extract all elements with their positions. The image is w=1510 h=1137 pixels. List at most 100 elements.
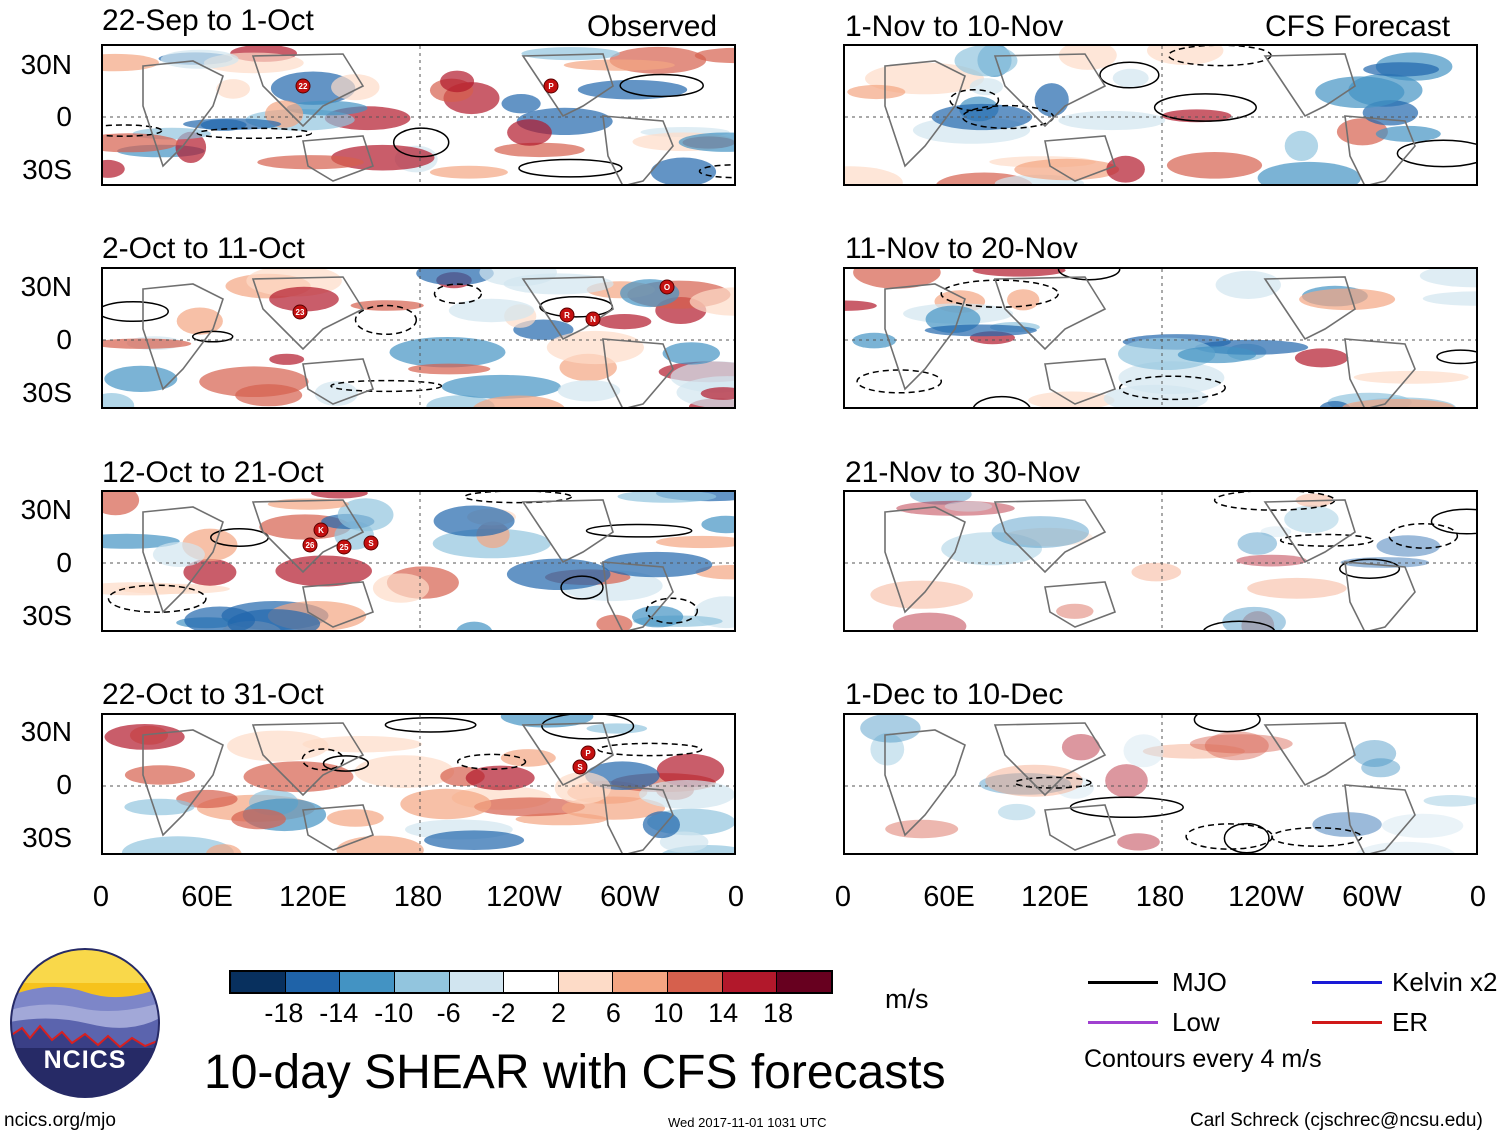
panel-title-obs-4: 22-Oct to 31-Oct [102, 678, 324, 711]
shear-anomaly-blob [1375, 125, 1441, 142]
mjo-contour [539, 295, 614, 318]
shear-anomaly-blob [701, 515, 734, 534]
footer-url[interactable]: ncics.org/mjo [4, 1110, 116, 1131]
svg-text:S: S [577, 763, 583, 772]
legend-low-label: Low [1172, 1007, 1220, 1037]
shear-anomaly-blob [104, 365, 178, 392]
shear-anomaly-blob [184, 606, 256, 630]
svg-text:O: O [664, 283, 670, 292]
coastline [251, 722, 365, 797]
legend-er-label: ER [1392, 1007, 1429, 1037]
shear-anomaly-blob [678, 132, 734, 152]
storm-marker: O [659, 279, 675, 295]
shear-anomaly-blob [1237, 532, 1278, 555]
coastline [1263, 276, 1356, 341]
coastline [993, 722, 1107, 797]
colorbar-tick-label: 2 [550, 998, 566, 1028]
shear-anomaly-blob [1376, 535, 1441, 557]
storm-marker: 26 [302, 537, 318, 553]
map-panel-fcst-4 [843, 713, 1478, 855]
storm-marker: P [580, 745, 596, 761]
mjo-contour [1193, 715, 1261, 733]
shear-anomaly-blob [586, 723, 648, 734]
shear-anomaly-blob [662, 342, 720, 365]
shear-anomaly-blob [433, 505, 515, 537]
shear-anomaly-blob [372, 573, 430, 603]
mjo-contour [972, 395, 1031, 407]
svg-text:N: N [590, 315, 596, 324]
map-panel-fcst-3 [843, 490, 1478, 632]
shear-anomaly-blob [656, 535, 734, 549]
coastline [251, 53, 365, 128]
shear-anomaly-blob [845, 166, 903, 184]
shear-anomaly-blob [892, 612, 967, 630]
coastline [521, 53, 614, 118]
shear-anomaly-blob [121, 836, 234, 853]
shear-anomaly-blob [847, 84, 906, 100]
colorbar-tick-label: -18 [264, 998, 304, 1028]
shear-anomaly-blob [1105, 764, 1148, 798]
mjo-contour [354, 304, 418, 336]
shear-anomaly-blob [1336, 118, 1388, 146]
shear-anomaly-blob [689, 287, 734, 316]
shear-anomaly-blob [1294, 348, 1349, 368]
shear-anomaly-blob [885, 819, 959, 839]
coastline [602, 115, 674, 184]
lon-label-60e: 60E [923, 881, 975, 913]
shear-anomaly-blob [429, 165, 508, 179]
coastline [993, 53, 1107, 128]
colorbar-tick-label: 6 [605, 998, 621, 1028]
shear-anomaly-blob [650, 157, 717, 184]
shear-anomaly-blob [601, 551, 713, 578]
shear-anomaly-blob [416, 269, 494, 286]
svg-text:R: R [564, 311, 570, 320]
shear-anomaly-blob [160, 49, 239, 69]
svg-text:22: 22 [299, 82, 308, 91]
shear-anomaly-blob [269, 353, 305, 365]
shear-anomaly-blob [1003, 527, 1093, 547]
colorbar-swatch [449, 972, 505, 992]
shear-anomaly-blob [639, 780, 734, 809]
coastline [521, 499, 614, 564]
coastline [993, 276, 1107, 351]
mjo-contour [585, 523, 693, 538]
coastline [521, 276, 614, 341]
shear-anomaly-blob [941, 532, 1042, 566]
coastline [251, 276, 365, 351]
lat-label-eq: 0 [56, 547, 72, 578]
shear-anomaly-blob [243, 761, 354, 793]
shear-anomaly-blob [853, 269, 941, 289]
shear-anomaly-blob [1034, 83, 1069, 117]
shear-anomaly-blob [577, 80, 688, 100]
lon-label-120w: 120W [1228, 881, 1304, 913]
mjo-contour [645, 597, 699, 624]
mjo-contour [463, 492, 573, 504]
colorbar-tick-label: -14 [319, 998, 359, 1028]
mjo-contour [103, 300, 169, 323]
main-title: 10-day SHEAR with CFS forecasts [204, 1046, 946, 1099]
mjo-contour [1388, 522, 1459, 549]
shear-anomaly-blob [103, 492, 140, 516]
shear-anomaly-blob [103, 393, 135, 407]
shear-anomaly-blob [1422, 291, 1476, 306]
shear-anomaly-blob [103, 53, 159, 72]
coastline [884, 60, 966, 168]
shear-anomaly-blob [176, 307, 223, 335]
coastline [884, 506, 966, 614]
mjo-contour [1203, 620, 1276, 630]
shear-anomaly-blob [441, 374, 561, 399]
shear-anomaly-blob [1381, 813, 1464, 838]
shear-anomaly-blob [642, 811, 681, 839]
shear-anomaly-blob [1319, 401, 1351, 407]
colorbar-swatch [504, 972, 559, 992]
svg-text:P: P [548, 82, 554, 91]
legend-contour-note: Contours every 4 m/s [1084, 1045, 1322, 1073]
mjo-contour [597, 742, 703, 757]
shear-anomaly-blob [1236, 554, 1307, 567]
mjo-contour [322, 755, 370, 772]
legend-er-line [1312, 1021, 1382, 1024]
mjo-contour [330, 379, 443, 393]
lat-label-30s: 30S [22, 377, 72, 408]
ncics-logo: NCICS [10, 948, 160, 1098]
coastline [1344, 561, 1416, 630]
